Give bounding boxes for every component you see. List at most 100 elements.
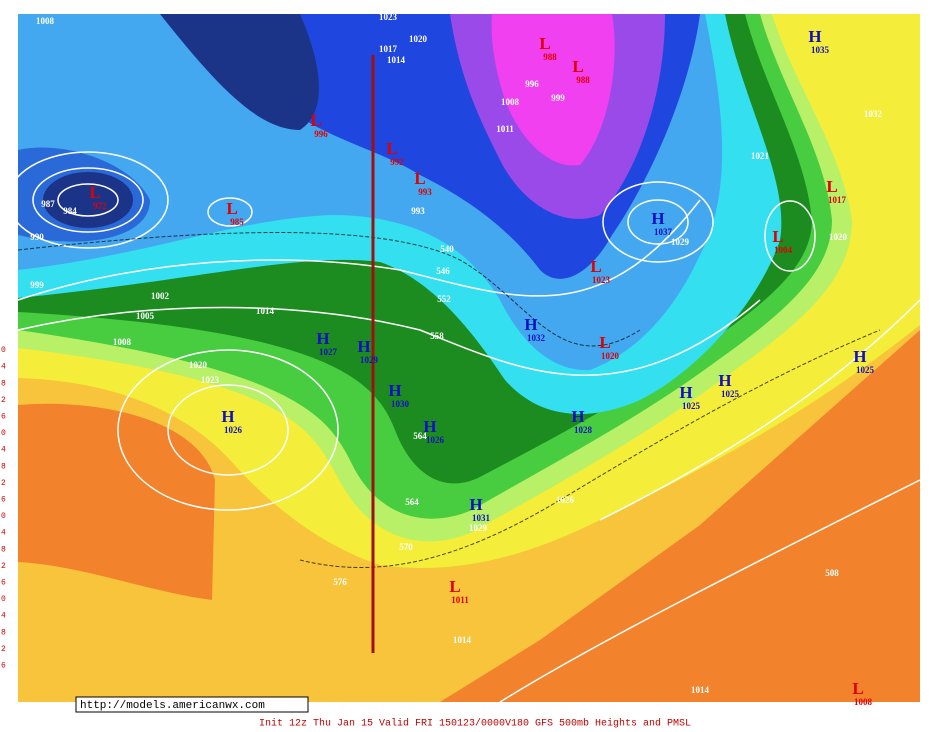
pressure-center-symbol: L [599, 333, 610, 352]
contour-label: 1008 [36, 16, 55, 26]
pressure-center-value: 1030 [391, 399, 410, 409]
side-scale-label: 6 [1, 662, 6, 671]
pressure-center-symbol: H [679, 383, 692, 402]
contour-label: 993 [411, 206, 425, 216]
pressure-center-symbol: L [226, 199, 237, 218]
map-fill [18, 14, 920, 702]
contour-label: 1023 [201, 375, 220, 385]
contour-label: 564 [405, 497, 419, 507]
contour-label: 987 [41, 199, 55, 209]
pressure-center-symbol: H [524, 315, 537, 334]
contour-label: 1032 [864, 109, 883, 119]
pressure-center-symbol: L [772, 227, 783, 246]
pressure-center-symbol: L [539, 34, 550, 53]
side-scale-label: 2 [1, 645, 6, 654]
pressure-center-value: 993 [418, 187, 432, 197]
pressure-center-value: 985 [230, 217, 244, 227]
pressure-center-symbol: H [808, 27, 821, 46]
contour-label: 1020 [409, 34, 428, 44]
side-scale-label: 8 [1, 462, 6, 471]
contour-label: 1020 [189, 360, 208, 370]
pressure-center-symbol: H [469, 495, 482, 514]
pressure-center-value: 1037 [654, 227, 673, 237]
contour-label: 1014 [256, 306, 275, 316]
pressure-center-symbol: H [221, 407, 234, 426]
pressure-center-symbol: H [388, 381, 401, 400]
contour-label: 1011 [496, 124, 514, 134]
side-scale-label: 4 [1, 363, 6, 372]
pressure-center-value: 988 [543, 52, 557, 62]
side-scale-label: 4 [1, 446, 6, 455]
contour-label: 1008 [501, 97, 520, 107]
side-scale-label: 0 [1, 512, 6, 521]
contour-label: 984 [63, 206, 77, 216]
side-scale-label: 4 [1, 612, 6, 621]
contour-label: 990 [30, 232, 44, 242]
url-box [75, 696, 309, 713]
side-scale-label: 6 [1, 579, 6, 588]
side-scale-label: 8 [1, 379, 6, 388]
pressure-center-symbol: H [853, 347, 866, 366]
caption: Init 12z Thu Jan 15 Valid FRI 150123/000… [259, 718, 691, 730]
pressure-center-symbol: H [571, 407, 584, 426]
contour-label: 546 [436, 266, 450, 276]
pressure-center-symbol: L [590, 257, 601, 276]
contour-label: 570 [399, 542, 413, 552]
side-scale-label: 4 [1, 529, 6, 538]
contour-label: 576 [333, 577, 347, 587]
pressure-center-value: 1035 [811, 45, 830, 55]
side-scale-label: 2 [1, 562, 6, 571]
contour-label: 1029 [671, 237, 690, 247]
side-scale-label: 0 [1, 595, 6, 604]
side-scale-label: 0 [1, 346, 6, 355]
pressure-center-value: 1017 [828, 195, 847, 205]
contour-label: 999 [30, 280, 44, 290]
contour-label: 1014 [387, 55, 406, 65]
pressure-center-value: 1008 [854, 697, 873, 707]
contour-label: 540 [440, 244, 454, 254]
side-scale-label: 2 [1, 479, 6, 488]
contour-label: 1021 [751, 151, 770, 161]
contour-label: 1014 [691, 685, 710, 695]
contour-label: 508 [825, 568, 839, 578]
pressure-center-symbol: L [414, 169, 425, 188]
pressure-center-value: 992 [390, 157, 404, 167]
pressure-center-symbol: L [89, 183, 100, 202]
pressure-center-value: 1028 [574, 425, 593, 435]
contour-label: 1023 [379, 12, 398, 22]
pressure-center-value: 1026 [224, 425, 243, 435]
contour-label: 1020 [829, 232, 848, 242]
side-scale-label: 0 [1, 429, 6, 438]
pressure-center-symbol: H [357, 337, 370, 356]
pressure-center-value: 1029 [360, 355, 379, 365]
pressure-center-value: 1004 [774, 245, 793, 255]
side-scale-label: 6 [1, 413, 6, 422]
pressure-center-value: 1025 [721, 389, 740, 399]
pressure-center-value: 1027 [319, 347, 338, 357]
side-scale-label: 8 [1, 545, 6, 554]
contour-label: 1029 [469, 523, 488, 533]
pressure-center-symbol: H [423, 417, 436, 436]
pressure-center-value: 1025 [682, 401, 701, 411]
contour-label: 1005 [136, 311, 155, 321]
pressure-center-value: 1023 [592, 275, 611, 285]
source-url: http://models.americanwx.com [80, 700, 265, 712]
pressure-center-value: 1026 [426, 435, 445, 445]
contour-label: 1026 [556, 495, 575, 505]
pressure-center-symbol: L [572, 57, 583, 76]
pressure-center-symbol: L [852, 679, 863, 698]
contour-label: 552 [437, 294, 451, 304]
pressure-center-symbol: L [386, 139, 397, 158]
side-scale-label: 2 [1, 396, 6, 405]
contour-label: 999 [551, 93, 565, 103]
pressure-center-value: 1011 [451, 595, 469, 605]
contour-label: 564 [413, 431, 427, 441]
pressure-center-symbol: H [718, 371, 731, 390]
pressure-center-value: 1032 [527, 333, 546, 343]
pressure-center-symbol: L [310, 111, 321, 130]
pressure-center-value: 972 [93, 201, 107, 211]
contour-label: 1008 [113, 337, 132, 347]
pressure-center-value: 1020 [601, 351, 620, 361]
